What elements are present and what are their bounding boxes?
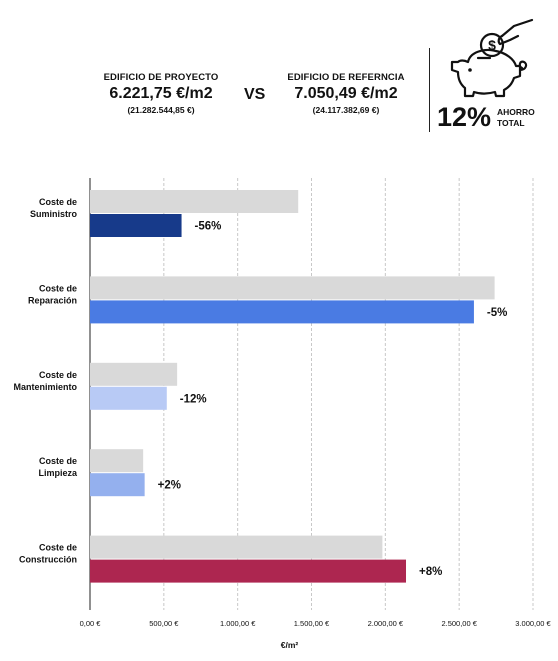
difference-label: -5% (487, 307, 507, 319)
reference-bar (90, 449, 144, 473)
reference-bar (90, 535, 383, 559)
reference-building-summary: EDIFICIO DE REFERNCIA 7.050,49 €/m2 (24.… (268, 72, 424, 115)
category-label: Limpieza (38, 468, 78, 478)
reference-building-value: 7.050,49 €/m2 (294, 85, 398, 102)
reference-bar (90, 276, 495, 300)
reference-building-label: EDIFICIO DE REFERNCIA (287, 72, 405, 83)
x-tick-label: 2.000,00 € (368, 619, 404, 628)
x-tick-label: 1.000,00 € (220, 619, 256, 628)
category-label: Coste de (39, 370, 77, 380)
category-label: Coste de (39, 283, 77, 293)
project-bar (90, 300, 474, 324)
project-building-value: 6.221,75 €/m2 (109, 85, 213, 102)
difference-label: -12% (180, 393, 207, 405)
labels: 0,00 € 500,00 € 1.000,00 € 1.500,00 € 2.000,… (13, 197, 551, 650)
x-axis-title: €/m² (281, 640, 299, 650)
savings-label-line2: TOTAL (497, 118, 525, 128)
reference-bar (90, 362, 178, 386)
project-bar (90, 214, 182, 237)
svg-text:$: $ (488, 37, 496, 53)
x-tick-label: 500,00 € (149, 619, 179, 628)
difference-label: +8% (419, 566, 442, 578)
project-bar (90, 386, 167, 410)
project-building-label: EDIFICIO DE PROYECTO (103, 72, 219, 83)
x-tick-label: 2.500,00 € (441, 619, 477, 628)
category-label: Coste de (39, 456, 77, 466)
savings-percent: 12% (437, 102, 492, 132)
project-bar (90, 473, 145, 497)
header-divider (429, 48, 430, 132)
category-label: Reparación (28, 295, 77, 305)
difference-label: -56% (195, 221, 222, 233)
category-label: Construcción (19, 555, 77, 565)
category-label: Coste de (39, 197, 77, 207)
difference-label: +2% (158, 480, 181, 492)
category-label: Coste de (39, 543, 77, 553)
category-label: Mantenimiento (13, 382, 77, 392)
x-tick-label: 1.500,00 € (294, 619, 330, 628)
piggy-bank-icon: $ (450, 18, 534, 98)
savings-label-line1: AHORRO (497, 107, 535, 117)
x-tick-label: 0,00 € (80, 619, 102, 628)
project-building-summary: EDIFICIO DE PROYECTO 6.221,75 €/m2 (21.2… (88, 72, 234, 115)
reference-bar (90, 190, 299, 213)
project-building-total: (21.282.544,85 €) (127, 105, 195, 115)
savings-label: AHORRO TOTAL (497, 107, 557, 129)
reference-building-total: (24.117.382,69 €) (312, 105, 380, 115)
vs-label: VS (244, 86, 266, 103)
project-bar (90, 559, 407, 583)
x-tick-label: 3.000,00 € (515, 619, 551, 628)
bars (90, 190, 495, 583)
category-label: Suministro (30, 209, 78, 219)
